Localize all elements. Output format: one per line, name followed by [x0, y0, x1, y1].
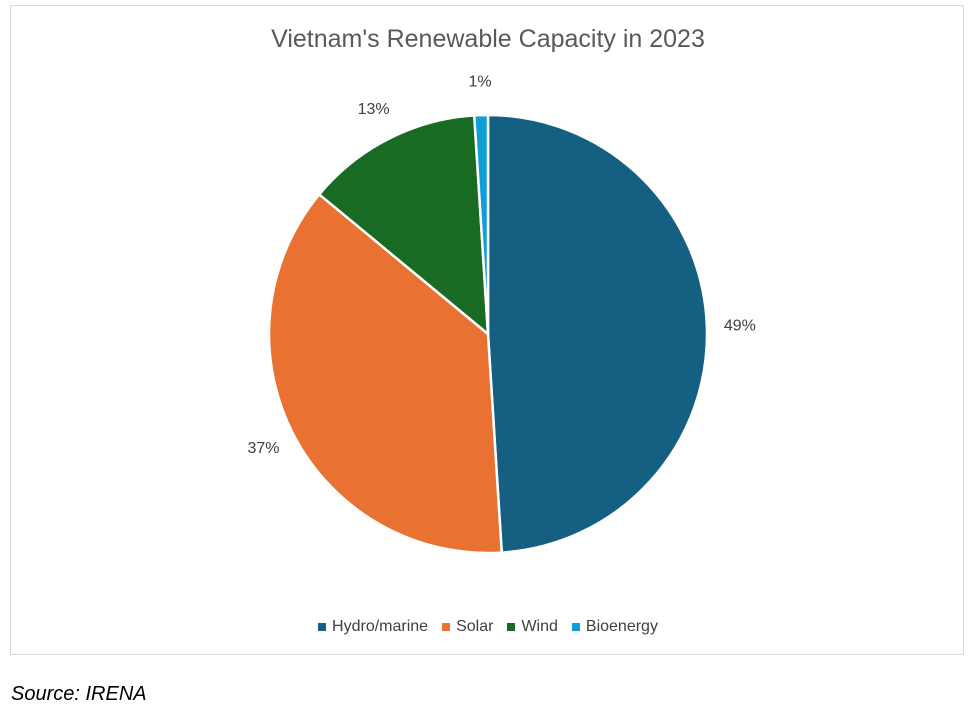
legend-swatch	[571, 623, 580, 631]
legend-swatch	[507, 623, 516, 631]
legend-swatch	[442, 623, 451, 631]
legend-label: Solar	[456, 618, 494, 635]
legend-swatch	[318, 623, 327, 631]
pie-slice-wind	[318, 114, 490, 336]
data-label-solar: 37%	[247, 440, 279, 457]
legend-item-solar: Solar	[442, 618, 493, 636]
chart-area: Vietnam's Renewable Capacity in 2023 49%…	[10, 5, 964, 655]
legend-label: Bioenergy	[585, 618, 658, 635]
pie-chart: 49% 37% 13% 1%	[247, 74, 756, 555]
legend-label: Hydro/marine	[332, 618, 429, 635]
legend-label: Wind	[521, 618, 558, 635]
pie-slice-bioenergy	[472, 113, 490, 336]
legend-item-wind: Wind	[507, 618, 558, 636]
legend-item-hydro-marine: Hydro/marine	[318, 618, 428, 636]
data-label-wind: 13%	[358, 101, 390, 118]
pie-slice-hydro-marine	[486, 113, 709, 554]
data-label-hydro-marine: 49%	[724, 318, 756, 335]
chart-legend: Hydro/marine Solar Wind Bioenergy	[11, 618, 965, 636]
pie-slice-solar	[267, 193, 504, 555]
chart-title: Vietnam's Renewable Capacity in 2023	[271, 25, 705, 53]
legend-item-bioenergy: Bioenergy	[571, 618, 658, 636]
data-label-bioenergy: 1%	[469, 74, 492, 91]
source-note: Source: IRENA	[11, 683, 147, 705]
